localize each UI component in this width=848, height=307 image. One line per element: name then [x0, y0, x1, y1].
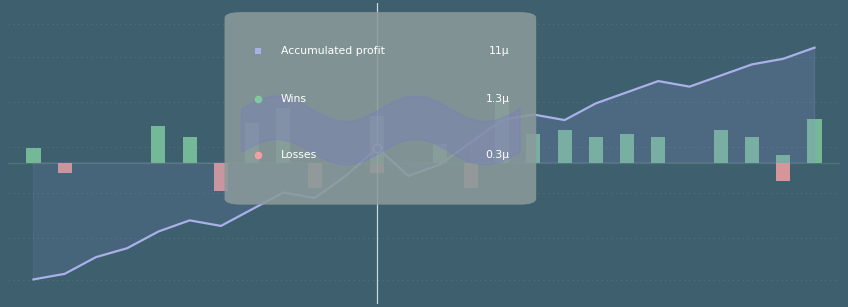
Bar: [182, 137, 197, 162]
Text: Losses: Losses: [281, 150, 317, 160]
Bar: [308, 162, 321, 188]
Bar: [495, 101, 509, 162]
Bar: [245, 123, 259, 162]
Bar: [807, 119, 822, 162]
Bar: [620, 134, 634, 162]
Bar: [276, 108, 290, 162]
Text: 11μ: 11μ: [489, 46, 510, 56]
Bar: [26, 148, 41, 162]
Bar: [527, 134, 540, 162]
Bar: [214, 162, 228, 191]
Text: 1.3μ: 1.3μ: [486, 94, 510, 104]
FancyBboxPatch shape: [225, 12, 536, 205]
Text: Accumulated profit: Accumulated profit: [281, 46, 385, 56]
Text: 0.3μ: 0.3μ: [485, 150, 510, 160]
Bar: [432, 145, 447, 162]
Bar: [714, 130, 728, 162]
Bar: [370, 162, 384, 173]
Bar: [464, 162, 478, 188]
Bar: [651, 137, 666, 162]
Bar: [776, 162, 790, 181]
Bar: [557, 130, 572, 162]
Bar: [58, 162, 72, 173]
Bar: [370, 116, 384, 162]
Bar: [776, 155, 790, 162]
Text: Wins: Wins: [281, 94, 307, 104]
Bar: [152, 126, 165, 162]
Bar: [745, 137, 759, 162]
Bar: [589, 137, 603, 162]
